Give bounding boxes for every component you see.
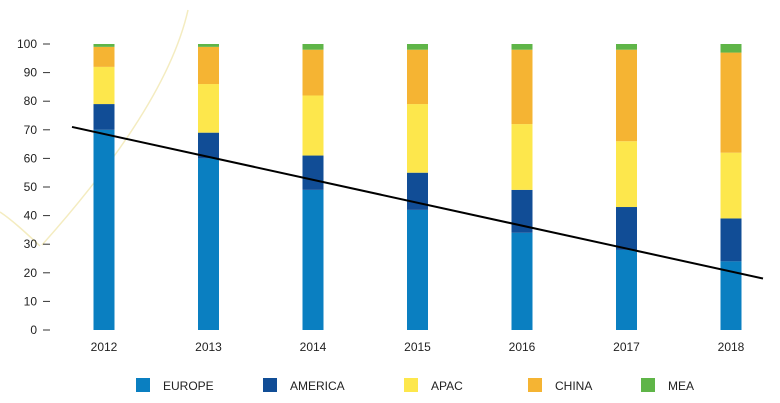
bar-segment-europe-2013 [198, 158, 219, 330]
x-axis: 2012 2013 2014 2015 2016 2017 2018 [91, 340, 745, 354]
y-tick-label: 30 [24, 237, 38, 251]
y-tick-label: 40 [24, 209, 38, 223]
y-axis: 0 10 20 30 40 50 60 70 80 90 100 [17, 37, 50, 337]
y-tick-label: 0 [30, 323, 37, 337]
bar-segment-china-2013 [198, 46, 219, 85]
bar-segment-apac-2017 [616, 141, 637, 208]
decorative-arc [41, 9, 189, 246]
bar-segment-mea-2017 [616, 44, 637, 50]
x-tick-label: 2015 [404, 340, 431, 354]
legend: EUROPE AMERICA APAC CHINA MEA [136, 378, 694, 393]
legend-label-apac: APAC [431, 379, 463, 393]
bar-segment-apac-2013 [198, 84, 219, 133]
bar-segment-apac-2016 [511, 124, 533, 190]
x-tick-label: 2017 [613, 340, 640, 354]
bar-segment-mea-2015 [407, 44, 428, 50]
bar-segment-apac-2018 [720, 152, 742, 219]
y-tick-label: 50 [24, 180, 38, 194]
bar-segment-europe-2018 [720, 261, 742, 330]
legend-label-china: CHINA [555, 379, 592, 393]
bar-group [93, 44, 742, 330]
bar-segment-china-2017 [616, 49, 637, 142]
bar-segment-europe-2017 [616, 249, 637, 330]
legend-label-mea: MEA [668, 379, 694, 393]
y-tick-label: 70 [24, 123, 38, 137]
trend-line-group [71, 125, 764, 280]
bar-segment-apac-2012 [93, 66, 115, 105]
bar-segment-mea-2013 [198, 44, 219, 47]
x-tick-label: 2016 [509, 340, 536, 354]
legend-swatch-america [263, 378, 277, 392]
bar-segment-mea-2014 [302, 44, 324, 50]
x-tick-label: 2013 [195, 340, 222, 354]
bar-segment-america-2017 [616, 207, 637, 250]
bar-segment-america-2016 [511, 189, 533, 233]
bar-segment-america-2014 [302, 155, 324, 190]
bar-segment-china-2018 [720, 52, 742, 153]
bar-segment-china-2012 [93, 46, 115, 67]
x-tick-label: 2012 [91, 340, 118, 354]
x-tick-label: 2018 [718, 340, 745, 354]
legend-label-europe: EUROPE [163, 379, 214, 393]
bar-segment-mea-2012 [93, 44, 115, 47]
bar-segment-china-2014 [302, 49, 324, 96]
legend-swatch-mea [641, 378, 655, 392]
bar-segment-mea-2018 [720, 44, 742, 53]
bar-segment-china-2016 [511, 49, 533, 125]
y-tick-label: 60 [24, 151, 38, 165]
y-tick-label: 10 [24, 294, 38, 308]
bar-segment-america-2013 [198, 132, 219, 159]
bar-segment-europe-2016 [511, 232, 533, 330]
bar-segment-china-2015 [407, 49, 428, 105]
legend-swatch-europe [136, 378, 150, 392]
legend-swatch-apac [404, 378, 418, 392]
bar-segment-apac-2015 [407, 104, 428, 173]
y-tick-label: 20 [24, 266, 38, 280]
y-tick-label: 90 [24, 66, 38, 80]
bar-segment-europe-2012 [93, 129, 115, 330]
bar-segment-europe-2015 [407, 209, 428, 330]
decorative-arc-lower [0, 211, 41, 247]
bar-segment-america-2012 [93, 104, 115, 130]
legend-swatch-china [528, 378, 542, 392]
bar-segment-mea-2016 [511, 44, 533, 50]
bar-segment-europe-2014 [302, 189, 324, 330]
bar-segment-apac-2014 [302, 95, 324, 156]
x-tick-label: 2014 [300, 340, 327, 354]
legend-label-america: AMERICA [290, 379, 345, 393]
y-tick-label: 100 [17, 37, 37, 51]
trend-line [71, 125, 764, 280]
y-tick-label: 80 [24, 94, 38, 108]
bar-segment-america-2018 [720, 218, 742, 262]
